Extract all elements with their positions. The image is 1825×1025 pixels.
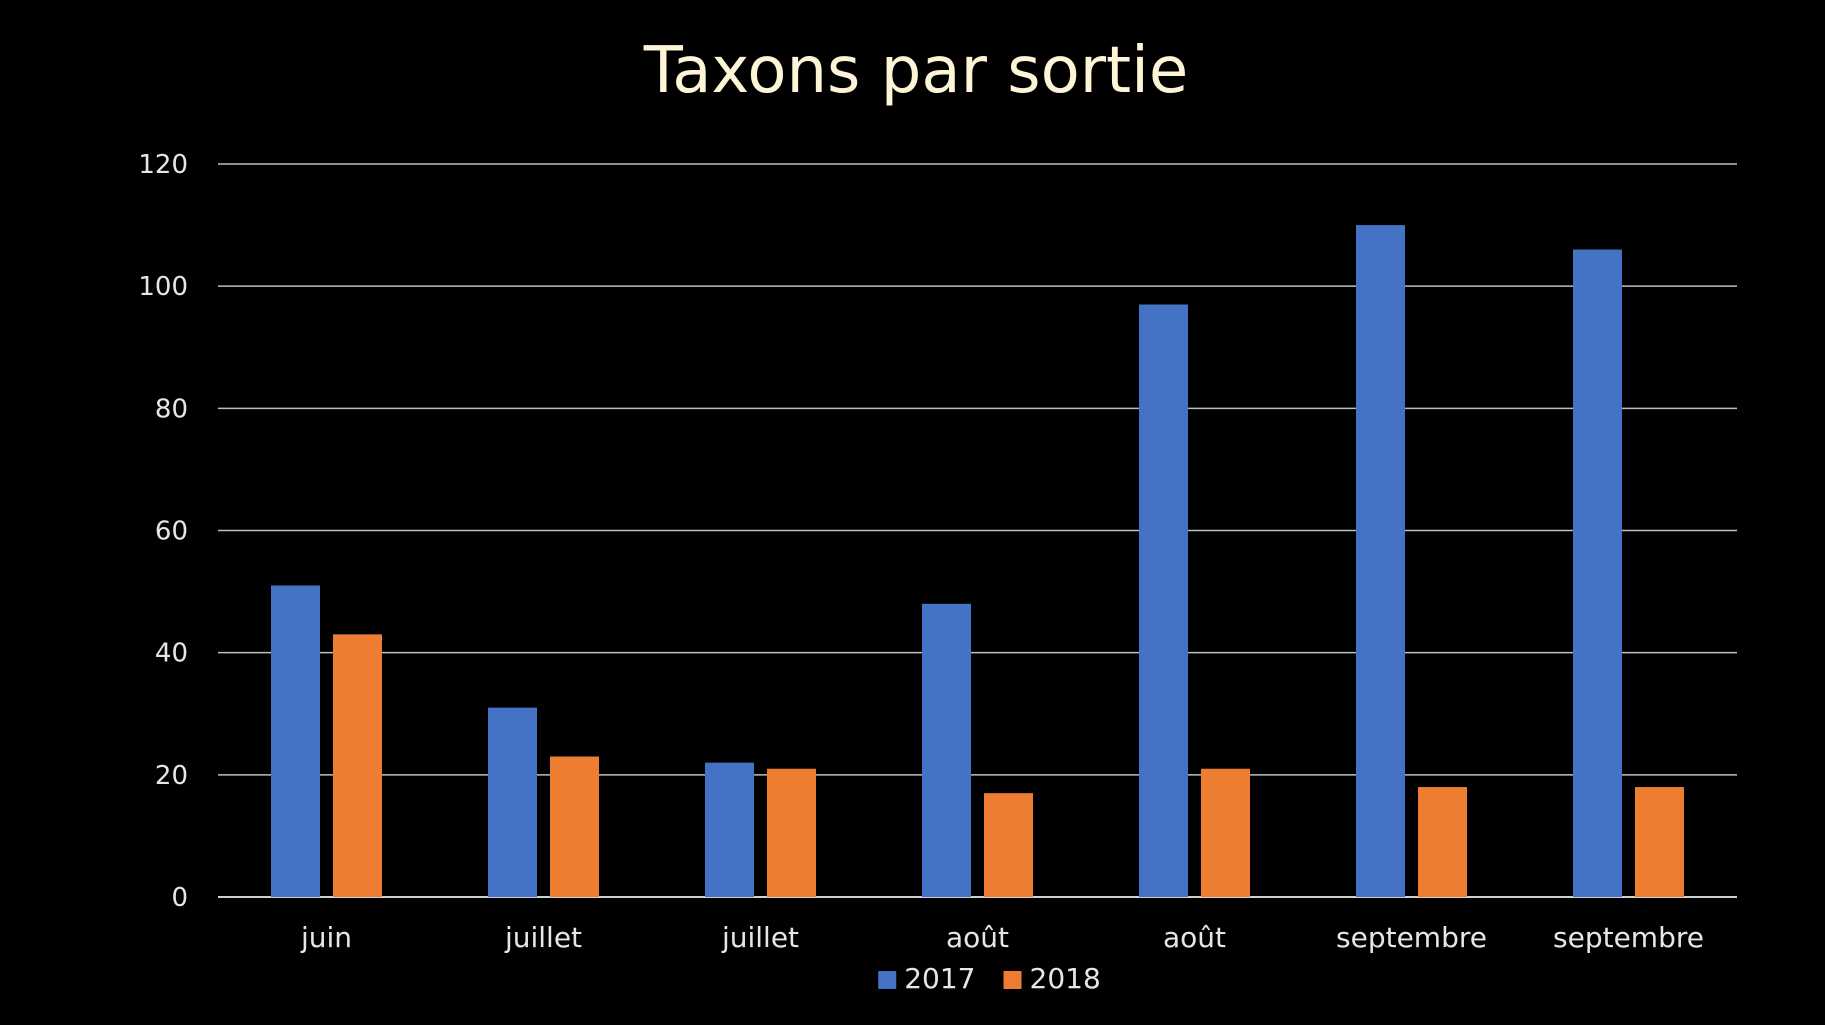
y-tick-label: 60 bbox=[155, 517, 188, 547]
y-tick-label: 80 bbox=[155, 394, 188, 424]
x-category-label: septembre bbox=[1553, 921, 1704, 954]
y-tick-label: 20 bbox=[155, 761, 188, 791]
bar-2018 bbox=[1201, 768, 1250, 897]
x-category-label: juillet bbox=[504, 921, 582, 954]
legend: 2017 2018 bbox=[878, 962, 1101, 995]
bar-2018 bbox=[333, 634, 382, 897]
y-tick-label: 0 bbox=[171, 883, 188, 913]
y-tick-label: 100 bbox=[138, 272, 188, 302]
x-category-label: août bbox=[1163, 921, 1226, 954]
bar-2017 bbox=[1139, 304, 1188, 897]
x-category-label: juin bbox=[300, 921, 352, 954]
bar-2017 bbox=[1573, 249, 1622, 897]
bar-2017 bbox=[271, 585, 320, 897]
y-tick-label: 40 bbox=[155, 639, 188, 669]
bar-2018 bbox=[1418, 787, 1467, 897]
legend-label: 2017 bbox=[904, 962, 975, 995]
bar-2017 bbox=[1356, 225, 1405, 898]
legend-label: 2018 bbox=[1030, 962, 1101, 995]
x-category-label: août bbox=[946, 921, 1009, 954]
bar-2017 bbox=[705, 762, 754, 897]
bar-2018 bbox=[1635, 787, 1684, 897]
legend-swatch bbox=[1003, 971, 1022, 989]
bar-2017 bbox=[488, 707, 537, 897]
y-tick-label: 120 bbox=[138, 150, 188, 180]
chart-title: Taxons par sortie bbox=[643, 34, 1189, 108]
bar-2017 bbox=[922, 603, 971, 897]
bar-2018 bbox=[550, 756, 599, 897]
grid-layer bbox=[218, 163, 1737, 898]
x-category-label: juillet bbox=[721, 921, 799, 954]
legend-swatch bbox=[878, 971, 897, 989]
legend-item-2017: 2017 bbox=[878, 962, 976, 995]
axis-layer: 0 20 40 60 80 100 120 juin juillet juillet août aoû… bbox=[138, 150, 1704, 954]
legend-item-2018: 2018 bbox=[1003, 962, 1101, 995]
bars-layer bbox=[271, 225, 1684, 898]
bar-2018 bbox=[984, 793, 1033, 897]
x-category-label: septembre bbox=[1336, 921, 1487, 954]
bar-2018 bbox=[767, 768, 816, 897]
